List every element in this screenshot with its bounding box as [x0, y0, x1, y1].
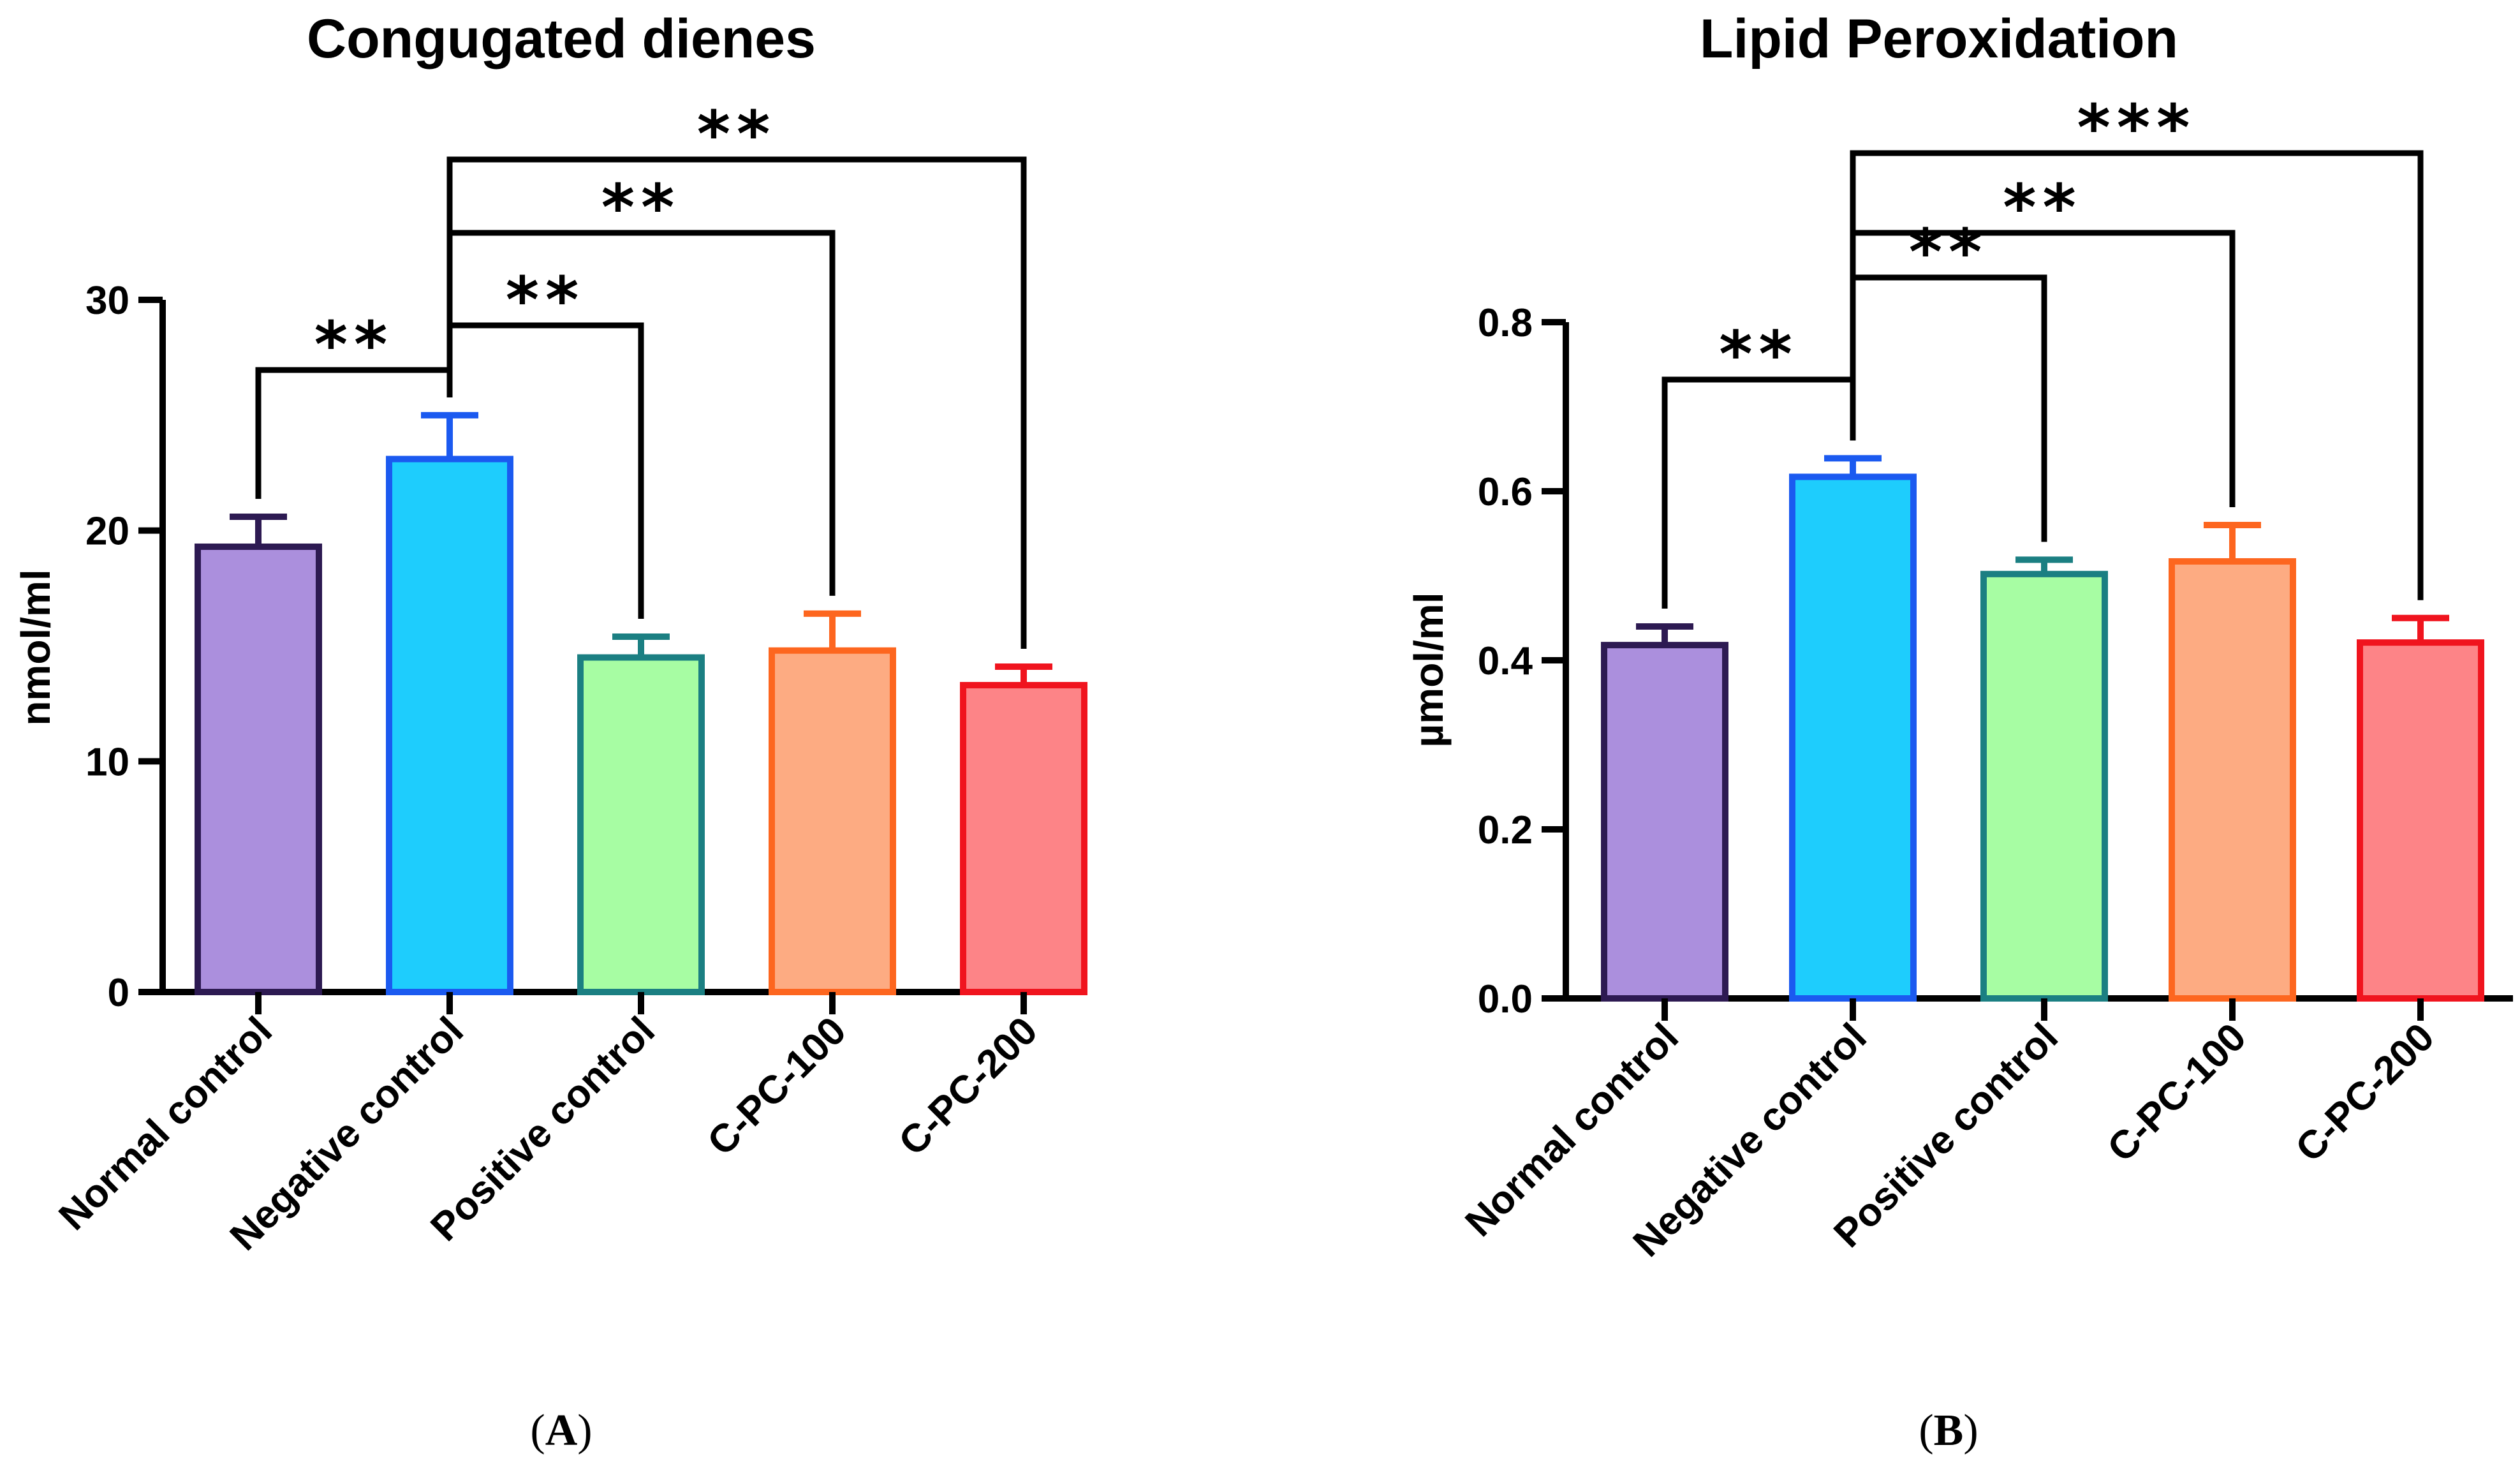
significance-brackets-b: *********	[1662, 91, 2424, 609]
y-tick-label: 0	[108, 971, 129, 1015]
bar	[386, 455, 513, 995]
significance-label: **	[1909, 215, 1989, 290]
chart-panel-a: Congugated dienes nmol/ml 0 10 20 30 Normal…	[13, 8, 1087, 1455]
category-label: C-PC-200	[890, 1009, 1046, 1164]
y-ticks-b: 0.0 0.2 0.4 0.6 0.8	[1478, 301, 1566, 1021]
chart-title-b: Lipid Peroxidation	[1700, 8, 2178, 70]
bars-b	[1601, 455, 2484, 1021]
significance-label: **	[1719, 317, 1799, 392]
bar	[1789, 473, 1917, 1002]
panel-letter-a: A	[545, 1406, 578, 1455]
bar	[1980, 570, 2108, 1002]
panel-label-a: (A)	[530, 1406, 592, 1455]
y-tick-label: 0.6	[1478, 470, 1533, 514]
significance-label: **	[697, 97, 777, 172]
significance-label: **	[601, 170, 681, 245]
bar	[577, 654, 705, 996]
y-tick-label: 20	[85, 510, 129, 554]
bar	[195, 543, 322, 995]
y-tick-label: 0.0	[1478, 977, 1533, 1021]
significance-brackets-a: ********	[255, 97, 1027, 649]
y-tick-label: 0.8	[1478, 301, 1533, 345]
category-label: C-PC-100	[699, 1009, 855, 1164]
category-label: C-PC-200	[2287, 1015, 2443, 1171]
y-tick-label: 0.4	[1478, 639, 1533, 683]
bar	[2357, 639, 2484, 1002]
bar	[960, 681, 1087, 995]
y-axis-label-a: nmol/ml	[13, 569, 59, 725]
significance-bracket	[1850, 150, 2424, 600]
y-tick-label: 30	[85, 279, 129, 323]
y-ticks-a: 0 10 20 30	[85, 279, 163, 1015]
y-axis-label-b: µmol/ml	[1406, 592, 1452, 747]
category-label: C-PC-100	[2099, 1015, 2255, 1171]
significance-label: **	[2003, 170, 2082, 245]
bar	[769, 647, 896, 995]
y-tick-label: 0.2	[1478, 808, 1533, 852]
chart-panel-b: Lipid Peroxidation µmol/ml 0.00.20.40.60…	[1406, 8, 2513, 1455]
bar	[1601, 642, 1728, 1002]
panel-letter-b: B	[1934, 1406, 1964, 1455]
significance-bracket	[446, 156, 1027, 649]
significance-label: ***	[2077, 91, 2197, 165]
bar	[2169, 558, 2296, 1002]
bars-a	[195, 411, 1087, 1014]
significance-label: **	[506, 263, 586, 337]
significance-label: **	[314, 307, 394, 382]
y-tick-label: 10	[85, 740, 129, 784]
panel-label-b: (B)	[1919, 1406, 1978, 1455]
chart-title-a: Congugated dienes	[307, 8, 816, 70]
